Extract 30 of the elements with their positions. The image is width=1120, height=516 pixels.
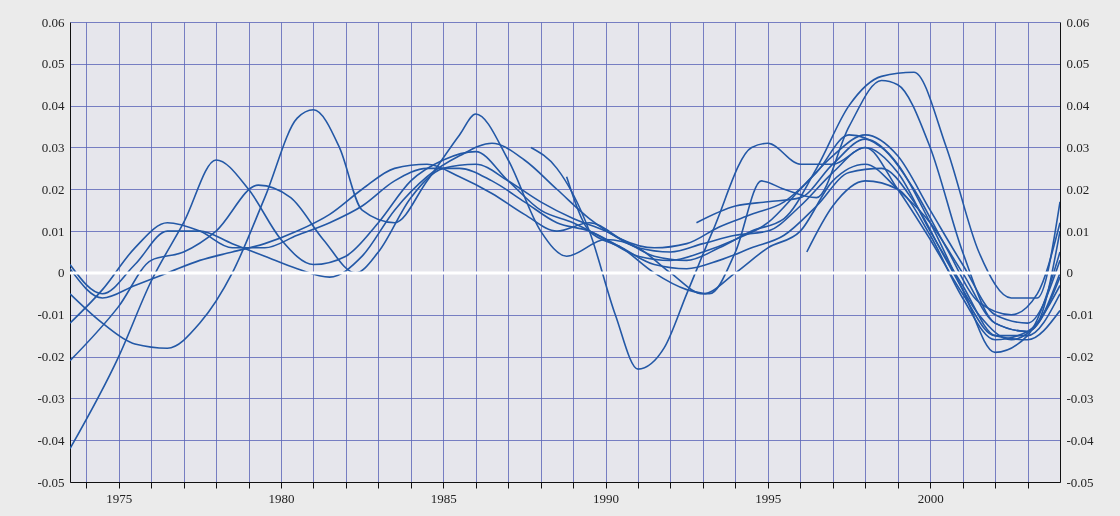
y2-tick-label: 0.01 <box>1066 223 1090 239</box>
y-tick-label: 0.03 <box>41 139 65 155</box>
y-tick-label: -0.03 <box>37 390 65 406</box>
y2-tick-label: -0.05 <box>1066 474 1094 490</box>
y2-tick-label: 0.04 <box>1066 98 1090 114</box>
y2-tick-label: -0.03 <box>1066 390 1094 406</box>
y2-tick-label: -0.01 <box>1066 307 1094 323</box>
y2-tick-label: 0.05 <box>1066 56 1090 72</box>
x-tick-label: 1990 <box>593 490 620 506</box>
x-tick-label: 1985 <box>430 490 457 506</box>
x-tick-label: 1995 <box>755 490 782 506</box>
y-tick-label: 0.02 <box>41 181 65 197</box>
x-tick-label: 1980 <box>268 490 295 506</box>
y-tick-label: -0.01 <box>37 307 65 323</box>
y-tick-label: 0.05 <box>41 56 65 72</box>
y-tick-label: 0.06 <box>41 14 65 30</box>
y2-tick-label: 0.02 <box>1066 181 1090 197</box>
y-tick-label: -0.04 <box>37 432 65 448</box>
y-tick-label: 0.04 <box>41 98 65 114</box>
y-tick-label: 0 <box>58 265 65 281</box>
y-tick-label: -0.02 <box>37 349 65 365</box>
y-tick-label: 0.01 <box>41 223 65 239</box>
y2-tick-label: -0.04 <box>1066 432 1095 448</box>
x-tick-label: 2000 <box>917 490 944 506</box>
y2-tick-label: 0.06 <box>1066 14 1090 30</box>
y-tick-label: -0.05 <box>37 474 65 490</box>
y2-tick-label: -0.02 <box>1066 349 1094 365</box>
y2-tick-label: 0.03 <box>1066 139 1090 155</box>
x-tick-label: 1975 <box>106 490 133 506</box>
y2-tick-label: 0 <box>1066 265 1073 281</box>
